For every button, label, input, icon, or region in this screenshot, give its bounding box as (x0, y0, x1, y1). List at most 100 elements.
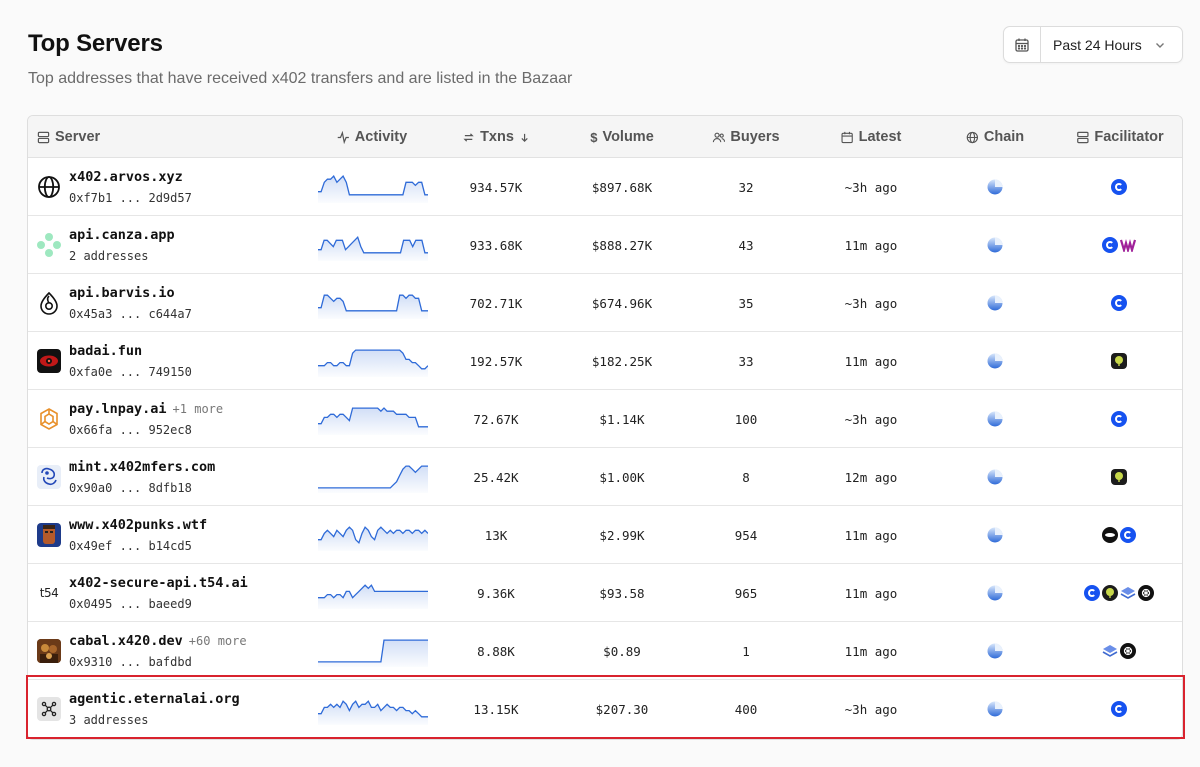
server-name[interactable]: badai.fun (69, 343, 143, 359)
table-row[interactable]: mint.x402mfers.com 0x90a0 ... 8dfb18 25.… (28, 448, 1182, 506)
column-header-chain[interactable]: Chain (966, 116, 1024, 158)
sparkline-area (318, 176, 428, 203)
txns-value: 8.88K (477, 643, 515, 659)
facilitators (1111, 158, 1127, 216)
lnpay-logo-icon (37, 407, 61, 431)
column-header-volume[interactable]: $ Volume (590, 129, 654, 145)
server-name[interactable]: api.barvis.io (69, 285, 175, 301)
tree-logo-icon[interactable] (1111, 469, 1127, 485)
sparkline-line (318, 175, 428, 196)
servers-table: Server Activity Txns $ Volume Buyers Lat… (27, 115, 1183, 740)
calendar-icon[interactable] (1004, 27, 1041, 62)
sparkline-line (318, 639, 428, 663)
latest-value: ~3h ago (844, 411, 898, 427)
globe-icon (966, 131, 979, 143)
coinbase-icon[interactable] (1111, 411, 1127, 427)
column-header-server[interactable]: Server (37, 116, 100, 158)
table-row[interactable]: cabal.x420.dev +60 more 0x9310 ... bafdbd… (28, 622, 1182, 680)
coinbase-icon[interactable] (1120, 527, 1136, 543)
more-addresses[interactable]: +60 more (188, 634, 247, 648)
base-chain-icon (987, 527, 1003, 543)
layers-logo-icon[interactable] (1102, 643, 1118, 659)
txns-value: 9.36K (477, 585, 515, 601)
base-chain-icon (987, 411, 1003, 427)
sparkline-area (318, 237, 428, 261)
sparkline-area (318, 701, 428, 725)
facilitators (1102, 216, 1136, 274)
tree-logo-icon[interactable] (1102, 585, 1118, 601)
txns-value: 933.68K (469, 237, 523, 253)
more-addresses[interactable]: +1 more (172, 402, 224, 416)
tree-logo-icon[interactable] (1111, 353, 1127, 369)
activity-sparkline (318, 294, 428, 319)
sparkline-line (318, 407, 428, 428)
time-range-label[interactable]: Past 24 Hours (1053, 36, 1142, 53)
server-icon (1077, 131, 1089, 143)
facilitators (1111, 680, 1127, 738)
table-row[interactable]: www.x402punks.wtf 0x49ef ... b14cd5 13K … (28, 506, 1182, 564)
server-name[interactable]: mint.x402mfers.com (69, 459, 216, 475)
table-row[interactable]: pay.lnpay.ai +1 more 0x66fa ... 952ec8 72… (28, 390, 1182, 448)
server-name[interactable]: x402.arvos.xyz (69, 169, 183, 185)
page-subtitle: Top addresses that have received x402 tr… (28, 70, 573, 87)
server-name[interactable]: api.canza.app (69, 227, 175, 243)
chevron-down-icon[interactable] (1154, 39, 1166, 51)
table-row[interactable]: api.barvis.io 0x45a3 ... c644a7 702.71K … (28, 274, 1182, 332)
latest-value: 11m ago (844, 585, 898, 601)
column-header-buyers[interactable]: Buyers (712, 116, 780, 158)
buyers-value: 400 (734, 701, 758, 717)
server-name[interactable]: pay.lnpay.ai +1 more (69, 401, 224, 417)
txns-value: 192.57K (469, 353, 523, 369)
coinbase-icon[interactable] (1084, 585, 1100, 601)
activity-sparkline (318, 349, 428, 377)
table-row[interactable]: x402.arvos.xyz 0xf7b1 ... 2d9d57 934.57K… (28, 158, 1182, 216)
base-chain-icon (987, 353, 1003, 369)
server-address: 0x49ef ... b14cd5 (69, 539, 192, 553)
activity-icon (337, 130, 349, 144)
server-name[interactable]: x402-secure-api.t54.ai (69, 575, 248, 591)
coinbase-icon[interactable] (1111, 295, 1127, 311)
base-chain-icon (987, 585, 1003, 601)
sparkline-area (318, 295, 428, 319)
facilitators (1084, 564, 1154, 622)
activity-sparkline (318, 465, 428, 493)
column-header-txns[interactable]: Txns (462, 116, 530, 158)
users-icon (712, 132, 726, 142)
txns-value: 13.15K (473, 701, 519, 717)
sparkline-area (318, 466, 428, 493)
eye-logo-icon[interactable] (1102, 527, 1118, 543)
sparkline-line (318, 294, 428, 312)
volume-value: $674.96K (591, 295, 653, 311)
coinbase-icon[interactable] (1111, 701, 1127, 717)
sort-desc-icon[interactable] (519, 132, 530, 143)
table-header: Server Activity Txns $ Volume Buyers Lat… (28, 116, 1182, 158)
layers-logo-icon[interactable] (1120, 585, 1136, 601)
facilitators (1102, 506, 1136, 564)
mfers-logo-icon (37, 465, 61, 489)
server-name[interactable]: www.x402punks.wtf (69, 517, 208, 533)
page-title: Top Servers (28, 30, 163, 57)
openai-logo-icon[interactable] (1120, 643, 1136, 659)
badai-eye-icon (37, 349, 61, 373)
table-row[interactable]: agentic.eternalai.org 3 addresses 13.15K… (28, 680, 1182, 738)
coinbase-icon[interactable] (1111, 179, 1127, 195)
w-logo-icon[interactable] (1120, 237, 1136, 253)
buyers-value: 32 (738, 179, 754, 195)
column-header-activity[interactable]: Activity (337, 116, 407, 158)
volume-value: $207.30 (595, 701, 649, 717)
txns-value: 25.42K (473, 469, 519, 485)
table-row[interactable]: t54 x402-secure-api.t54.ai 0x0495 ... ba… (28, 564, 1182, 622)
table-row[interactable]: badai.fun 0xfa0e ... 749150 192.57K $182… (28, 332, 1182, 390)
openai-logo-icon[interactable] (1138, 585, 1154, 601)
column-header-facilitator[interactable]: Facilitator (1076, 116, 1164, 158)
server-name[interactable]: agentic.eternalai.org (69, 691, 240, 707)
sparkline-line (318, 349, 428, 370)
column-header-latest[interactable]: Latest (841, 116, 901, 158)
base-chain-icon (987, 179, 1003, 195)
server-address: 0x90a0 ... 8dfb18 (69, 481, 192, 495)
coinbase-icon[interactable] (1102, 237, 1118, 253)
time-range-picker[interactable]: Past 24 Hours (1003, 26, 1183, 63)
server-name[interactable]: cabal.x420.dev +60 more (69, 633, 247, 649)
table-row[interactable]: api.canza.app 2 addresses 933.68K $888.2… (28, 216, 1182, 274)
buyers-value: 8 (742, 469, 750, 485)
